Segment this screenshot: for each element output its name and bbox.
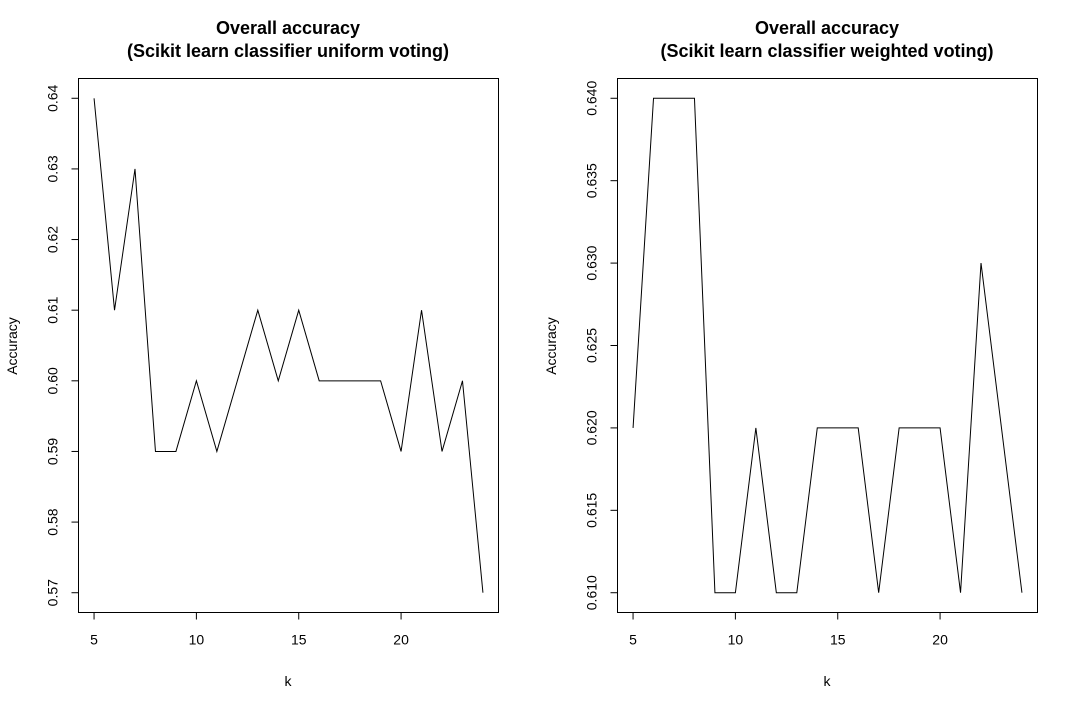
x-tick-label: 5	[90, 632, 98, 648]
y-tick-label: 0.620	[584, 410, 600, 445]
chart-weighted-voting: Overall accuracy (Scikit learn classifie…	[543, 18, 1038, 689]
y-axis-label: Accuracy	[543, 317, 559, 375]
chart-title-line2: (Scikit learn classifier weighted voting…	[660, 41, 993, 61]
series-line	[93, 98, 484, 593]
y-tick-label: 0.610	[584, 575, 600, 610]
series	[93, 98, 484, 593]
x-axis: 5 10 15 20	[90, 612, 409, 648]
y-tick-label: 0.64	[45, 84, 61, 111]
y-axis-label: Accuracy	[4, 317, 20, 375]
y-tick-label: 0.640	[584, 81, 600, 116]
x-tick-label: 20	[393, 632, 409, 648]
y-tick-label: 0.625	[584, 328, 600, 363]
y-tick-label: 0.62	[45, 226, 61, 253]
y-tick-label: 0.63	[45, 155, 61, 182]
y-tick-label: 0.59	[45, 438, 61, 465]
y-tick-label: 0.630	[584, 245, 600, 280]
x-axis-label: k	[824, 673, 832, 689]
y-tick-label: 0.61	[45, 296, 61, 323]
y-tick-label: 0.57	[45, 579, 61, 606]
chart-title-line1: Overall accuracy	[755, 18, 899, 38]
chart-uniform-voting: Overall accuracy (Scikit learn classifie…	[4, 18, 499, 689]
y-axis: 0.610 0.615 0.620 0.625 0.630 0.635 0.640	[584, 81, 618, 610]
x-tick-label: 15	[291, 632, 307, 648]
y-axis: 0.57 0.58 0.59 0.60 0.61 0.62 0.63 0.64	[45, 84, 79, 606]
x-tick-label: 5	[629, 632, 637, 648]
plot-frame	[617, 78, 1038, 613]
y-tick-label: 0.615	[584, 493, 600, 528]
y-tick-label: 0.635	[584, 163, 600, 198]
series	[632, 97, 1023, 594]
x-axis-label: k	[285, 673, 293, 689]
y-tick-label: 0.58	[45, 508, 61, 535]
chart-title-line2: (Scikit learn classifier uniform voting)	[127, 41, 449, 61]
x-tick-label: 15	[830, 632, 846, 648]
x-axis: 5 10 15 20	[629, 612, 948, 648]
chart-title-line1: Overall accuracy	[216, 18, 360, 38]
x-tick-label: 20	[932, 632, 948, 648]
series-line	[632, 97, 1023, 594]
x-tick-label: 10	[189, 632, 205, 648]
y-tick-label: 0.60	[45, 367, 61, 394]
x-tick-label: 10	[728, 632, 744, 648]
